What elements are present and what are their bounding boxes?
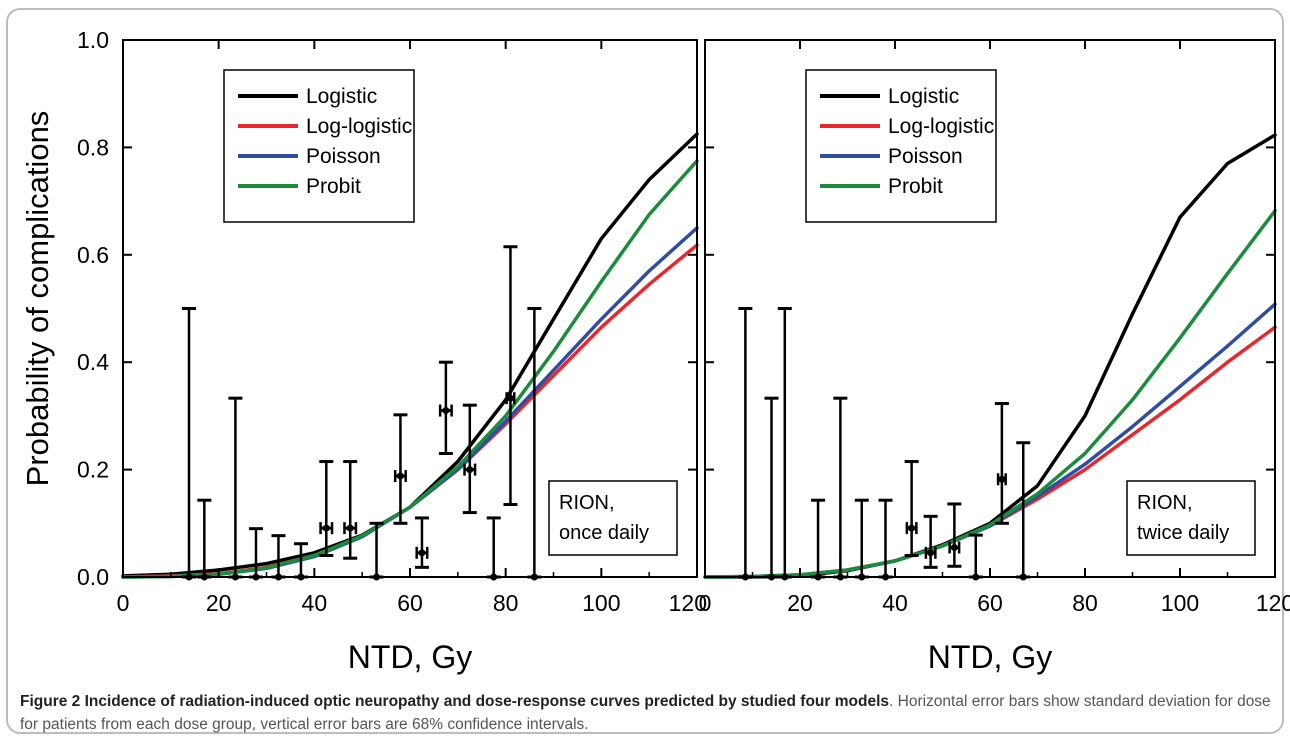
y-tick-label: 0.0	[77, 564, 109, 590]
data-marker	[418, 549, 426, 557]
legend-label: Poisson	[888, 145, 963, 168]
y-tick-label: 1.0	[77, 27, 109, 53]
legend-item: Logistic	[238, 85, 377, 108]
data-point	[503, 245, 518, 507]
data-point	[527, 307, 542, 581]
x-axis-label: NTD, Gy	[928, 639, 1052, 675]
x-tick-label: 0	[699, 590, 712, 616]
legend-label: Log-logistic	[888, 115, 994, 138]
legend-item: Poisson	[820, 145, 963, 168]
data-point	[947, 502, 962, 568]
x-axis-label: NTD, Gy	[348, 639, 472, 675]
annotation-text: RION,	[1137, 492, 1193, 514]
data-marker	[346, 524, 354, 532]
data-point	[994, 402, 1009, 525]
data-point	[228, 396, 243, 581]
data-point	[414, 516, 429, 569]
y-tick-label: 0.8	[77, 134, 109, 160]
chart-panel-2: 0 20 40 60 80 100 120 NTD, Gy Logistic Log-logist…	[699, 39, 1290, 675]
x-tick-label: 20	[206, 590, 232, 616]
data-point	[833, 396, 848, 581]
data-marker	[950, 543, 958, 551]
y-axis-label: Probability of complications	[20, 111, 55, 487]
data-point	[738, 307, 753, 581]
data-point	[248, 527, 263, 581]
x-tick-label: 100	[1161, 590, 1199, 616]
data-point	[438, 360, 453, 455]
data-marker	[396, 472, 404, 480]
legend-item: Log-logistic	[820, 115, 994, 138]
data-point	[343, 460, 358, 560]
legend-label: Logistic	[888, 85, 959, 108]
legend-label: Log-logistic	[306, 115, 412, 138]
legend: Logistic Log-logistic Poisson Probit	[805, 69, 997, 223]
x-tick-label: 60	[977, 590, 1003, 616]
y-tick-label: 0.2	[77, 457, 109, 483]
caption-text: . Horizontal error bars show standard de…	[20, 693, 1271, 733]
x-tick-label: 0	[117, 590, 130, 616]
data-marker	[998, 475, 1006, 483]
x-tick-label: 40	[302, 590, 328, 616]
data-marker	[466, 466, 474, 474]
legend-label: Poisson	[306, 145, 381, 168]
legend-item: Probit	[238, 175, 361, 198]
data-marker	[927, 549, 935, 557]
chart-panel-1: 0 20 40 60 80 100 120 0.0 0.2 0.4 0.6 0.8 1.0 NTD, Gy…	[20, 27, 707, 675]
data-marker	[908, 524, 916, 532]
legend-label: Probit	[306, 175, 361, 198]
data-point	[319, 460, 334, 558]
data-point	[904, 460, 919, 558]
legend-label: Logistic	[306, 85, 377, 108]
data-point	[764, 396, 779, 581]
legend-item: Poisson	[238, 145, 381, 168]
y-tick-label: 0.4	[77, 349, 109, 375]
data-marker	[322, 524, 330, 532]
x-tick-label: 100	[582, 590, 620, 616]
data-point	[968, 533, 983, 581]
annotation-text: twice daily	[1137, 522, 1229, 544]
data-point	[182, 307, 197, 581]
x-tick-label: 120	[669, 590, 707, 616]
annotation: RION, twice daily	[1126, 480, 1256, 556]
x-tick-label: 20	[787, 590, 813, 616]
data-marker	[442, 407, 450, 415]
figure-charts: 0 20 40 60 80 100 120 0.0 0.2 0.4 0.6 0.8 1.0 NTD, Gy…	[20, 27, 1290, 675]
x-tick-label: 60	[397, 590, 423, 616]
data-point	[462, 403, 477, 515]
figure-frame	[6, 8, 1284, 734]
legend: Logistic Log-logistic Poisson Probit	[223, 69, 415, 223]
data-point	[393, 413, 408, 525]
x-tick-label: 80	[493, 590, 519, 616]
annotation-box	[548, 480, 678, 556]
data-point	[486, 516, 501, 581]
data-point	[878, 498, 893, 581]
data-point	[197, 498, 212, 581]
caption-title: Figure 2 Incidence of radiation-induced …	[20, 693, 890, 710]
legend-item: Probit	[820, 175, 943, 198]
legend-label: Probit	[888, 175, 943, 198]
figure-caption: Figure 2 Incidence of radiation-induced …	[20, 690, 1275, 736]
legend-item: Logistic	[820, 85, 959, 108]
data-point	[777, 307, 792, 581]
annotation: RION, once daily	[548, 480, 678, 556]
legend-item: Log-logistic	[238, 115, 412, 138]
x-tick-label: 80	[1072, 590, 1098, 616]
annotation-text: once daily	[559, 522, 649, 544]
annotation-text: RION,	[559, 492, 615, 514]
data-point	[811, 498, 826, 581]
annotation-box	[1126, 480, 1256, 556]
x-tick-label: 120	[1256, 590, 1290, 616]
data-marker	[506, 394, 514, 402]
y-tick-label: 0.6	[77, 242, 109, 268]
data-point	[923, 514, 938, 569]
x-tick-label: 40	[882, 590, 908, 616]
